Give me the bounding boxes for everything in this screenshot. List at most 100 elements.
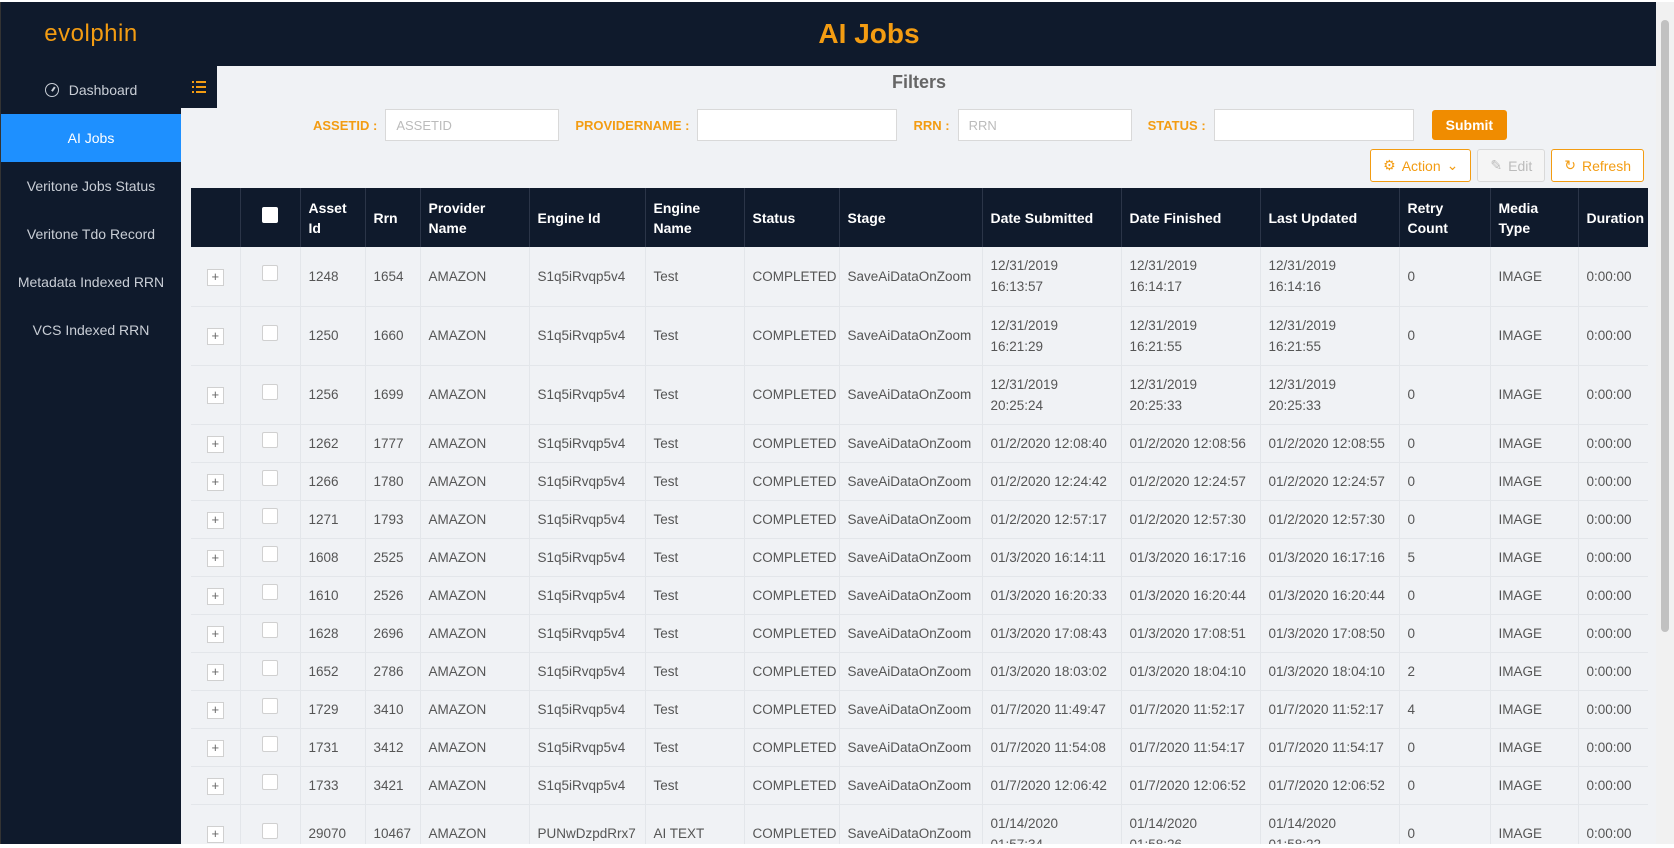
table-row[interactable]: +29070 10467 AMAZON PUNwDzpdRrx7 AI TEXT COMP… [191, 804, 1648, 844]
column-header[interactable]: Duration [1578, 188, 1648, 247]
row-checkbox[interactable] [262, 265, 278, 282]
cell-retry: 0 [1399, 500, 1491, 539]
expand-row-button[interactable]: + [206, 663, 224, 681]
row-checkbox[interactable] [262, 508, 278, 524]
sidebar-item-vcs-indexed-rrn[interactable]: VCS Indexed RRN [1, 306, 181, 354]
cell-engine-name: Test [645, 690, 745, 729]
column-header[interactable]: Stage [839, 188, 983, 247]
cell-stage: SaveAiDataOnZoom [839, 614, 983, 653]
cell-duration: 0:00:00 [1578, 365, 1648, 425]
expand-cell: + [191, 500, 241, 539]
table-row[interactable]: +1608 2525 AMAZON S1q5iRvqp5v4 Test COMPLETED… [191, 538, 1648, 577]
row-checkbox[interactable] [262, 470, 278, 486]
table-row[interactable]: +1250 1660 AMAZON S1q5iRvqp5v4 Test COMPLETED… [191, 306, 1648, 366]
expand-row-button[interactable]: + [206, 435, 224, 453]
row-checkbox[interactable] [262, 584, 278, 600]
refresh-button[interactable]: ↻ Refresh [1551, 149, 1644, 182]
cell-engine-id: S1q5iRvqp5v4 [529, 306, 646, 366]
table-row[interactable]: +1256 1699 AMAZON S1q5iRvqp5v4 Test COMPLETED… [191, 365, 1648, 425]
row-checkbox[interactable] [262, 622, 278, 638]
column-header[interactable]: Retry Count [1399, 188, 1491, 247]
column-header[interactable]: Engine Name [645, 188, 745, 247]
action-dropdown-button[interactable]: ⚙ Action ⌄ [1370, 149, 1472, 182]
expand-row-button[interactable]: + [206, 328, 224, 345]
expand-row-button[interactable]: + [206, 268, 224, 286]
expand-row-button[interactable]: + [206, 701, 224, 719]
cell-stage: SaveAiDataOnZoom [839, 500, 983, 539]
column-header[interactable]: Engine Id [529, 188, 646, 247]
row-checkbox[interactable] [262, 546, 278, 562]
rrn-input[interactable] [957, 109, 1132, 141]
table-row[interactable]: +1652 2786 AMAZON S1q5iRvqp5v4 Test COMPLETED… [191, 652, 1648, 691]
cell-rrn: 1660 [365, 306, 421, 366]
cell-submitted: 01/2/2020 12:57:17 [982, 500, 1122, 539]
assetid-input[interactable] [385, 109, 560, 141]
expand-row-button[interactable]: + [206, 777, 224, 795]
status-input[interactable] [1213, 109, 1414, 141]
cell-rrn: 2525 [365, 538, 421, 577]
cell-submitted: 01/7/2020 12:06:42 [982, 766, 1122, 805]
table-row[interactable]: +1628 2696 AMAZON S1q5iRvqp5v4 Test COMPLETED… [191, 614, 1648, 653]
column-header[interactable]: Last Updated [1260, 188, 1400, 247]
cell-status: COMPLETED [744, 728, 840, 767]
table-row[interactable]: +1729 3410 AMAZON S1q5iRvqp5v4 Test COMPLETED… [191, 690, 1648, 729]
expand-row-button[interactable]: + [206, 826, 224, 843]
list-menu-icon[interactable] [181, 66, 217, 108]
select-cell [240, 576, 301, 615]
expand-row-button[interactable]: + [206, 625, 224, 643]
row-checkbox[interactable] [262, 432, 278, 448]
expand-row-button[interactable]: + [206, 587, 224, 605]
row-checkbox[interactable] [262, 383, 278, 400]
select-cell [240, 614, 301, 653]
logo: evolphin [44, 20, 138, 47]
column-header[interactable]: Media Type [1490, 188, 1579, 247]
table-row[interactable]: +1248 1654 AMAZON S1q5iRvqp5v4 Test COMPLETED… [191, 247, 1648, 307]
expand-row-button[interactable]: + [206, 387, 224, 404]
sidebar-item-dashboard[interactable]: Dashboard [1, 66, 181, 114]
cell-duration: 0:00:00 [1578, 247, 1648, 307]
cell-retry: 0 [1399, 804, 1491, 844]
cell-submitted: 01/3/2020 17:08:43 [982, 614, 1122, 653]
column-header[interactable]: Date Finished [1121, 188, 1261, 247]
row-checkbox[interactable] [262, 660, 278, 676]
expand-row-button[interactable]: + [206, 549, 224, 567]
column-header[interactable]: Rrn [365, 188, 421, 247]
table-row[interactable]: +1266 1780 AMAZON S1q5iRvqp5v4 Test COMPLETED… [191, 462, 1648, 501]
column-header[interactable]: Provider Name [420, 188, 530, 247]
row-checkbox[interactable] [262, 736, 278, 752]
edit-button[interactable]: ✎ Edit [1477, 149, 1546, 182]
expand-cell: + [191, 690, 241, 729]
cell-duration: 0:00:00 [1578, 728, 1648, 767]
cell-rrn: 2526 [365, 576, 421, 615]
row-checkbox[interactable] [262, 822, 278, 839]
column-header[interactable]: Status [744, 188, 840, 247]
providername-input[interactable] [697, 109, 898, 141]
vertical-scrollbar[interactable] [1656, 2, 1674, 844]
row-checkbox[interactable] [262, 698, 278, 714]
table-row[interactable]: +1733 3421 AMAZON S1q5iRvqp5v4 Test COMPLETED… [191, 766, 1648, 805]
sidebar-item-veritone-tdo-record[interactable]: Veritone Tdo Record [1, 210, 181, 258]
sidebar-item-ai-jobs[interactable]: AI Jobs [1, 114, 181, 162]
cell-asset-id: 1729 [300, 690, 366, 729]
table-row[interactable]: +1271 1793 AMAZON S1q5iRvqp5v4 Test COMPLETED… [191, 500, 1648, 539]
expand-cell: + [191, 462, 241, 501]
table-row[interactable]: +1262 1777 AMAZON S1q5iRvqp5v4 Test COMPLETED… [191, 424, 1648, 463]
row-checkbox[interactable] [262, 774, 278, 790]
table-row[interactable]: +1610 2526 AMAZON S1q5iRvqp5v4 Test COMPLETED… [191, 576, 1648, 615]
scrollbar-thumb[interactable] [1661, 20, 1669, 632]
submit-button[interactable]: Submit [1431, 110, 1508, 140]
cell-retry: 0 [1399, 365, 1491, 425]
column-header[interactable]: Asset Id [300, 188, 366, 247]
expand-row-button[interactable]: + [206, 511, 224, 529]
cell-provider: AMAZON [420, 247, 530, 307]
table-row[interactable]: +1731 3412 AMAZON S1q5iRvqp5v4 Test COMPLETED… [191, 728, 1648, 767]
expand-row-button[interactable]: + [206, 473, 224, 491]
expand-cell: + [191, 576, 241, 615]
column-header[interactable]: Date Submitted [982, 188, 1122, 247]
row-checkbox[interactable] [262, 324, 278, 341]
select-all-checkbox[interactable] [262, 207, 278, 223]
sidebar-item-metadata-indexed-rrn[interactable]: Metadata Indexed RRN [1, 258, 181, 306]
sidebar-item-veritone-jobs-status[interactable]: Veritone Jobs Status [1, 162, 181, 210]
expand-row-button[interactable]: + [206, 739, 224, 757]
cell-duration: 0:00:00 [1578, 652, 1648, 691]
